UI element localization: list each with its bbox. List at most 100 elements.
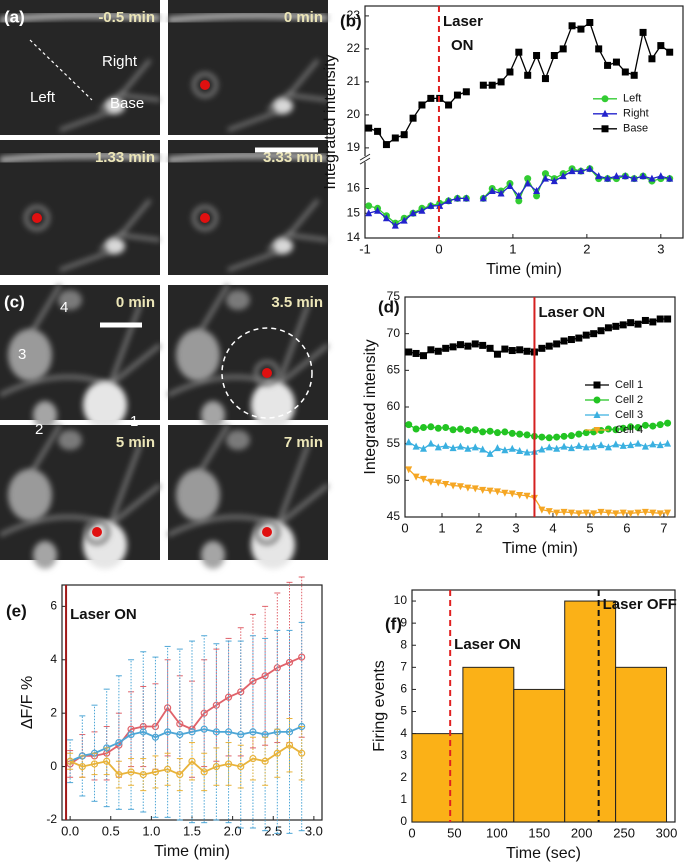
marker: [516, 492, 524, 499]
marker: [533, 51, 541, 59]
marker: [501, 446, 509, 454]
marker: [634, 439, 642, 447]
marker: [139, 728, 147, 736]
marker: [449, 444, 457, 452]
laser-spot: [262, 527, 272, 537]
soma: [83, 521, 127, 569]
marker: [471, 485, 479, 493]
marker: [365, 209, 373, 217]
marker: [523, 448, 531, 456]
error-bar: [103, 688, 110, 808]
marker: [464, 484, 472, 492]
y-tick-label: 4: [50, 652, 57, 666]
histogram-bar: [411, 733, 464, 823]
marker: [365, 124, 373, 132]
marker: [604, 174, 612, 182]
marker: [405, 348, 413, 356]
marker: [90, 760, 99, 768]
marker: [641, 316, 649, 324]
marker: [497, 189, 505, 197]
frame-time: 0 min: [284, 9, 323, 26]
x-tick-label: 6: [623, 520, 630, 535]
x-tick-label: 3: [512, 520, 519, 535]
marker: [449, 426, 457, 434]
marker: [567, 336, 575, 344]
marker: [445, 101, 453, 109]
marker: [515, 197, 523, 205]
marker: [612, 510, 620, 518]
marker: [449, 482, 457, 490]
marker: [456, 442, 464, 450]
marker: [641, 508, 649, 516]
marker: [666, 174, 674, 182]
marker: [516, 447, 524, 454]
y-tick-label: 3: [400, 748, 407, 762]
error-bar: [79, 755, 86, 778]
marker: [501, 489, 509, 497]
marker: [418, 101, 426, 109]
marker: [66, 757, 74, 765]
marker: [648, 55, 656, 63]
marker: [590, 330, 598, 338]
marker: [471, 426, 479, 434]
marker: [501, 345, 509, 353]
marker: [612, 440, 620, 448]
y-tick-label: 21: [347, 74, 361, 88]
panel-label: (f): [385, 614, 402, 633]
histogram-bar: [615, 666, 668, 823]
marker: [538, 445, 546, 453]
marker: [656, 315, 664, 323]
marker: [418, 206, 426, 214]
frame-time: 3.33 min: [263, 149, 323, 166]
error-bar: [67, 752, 74, 770]
marker: [545, 434, 553, 442]
marker: [538, 433, 546, 441]
marker: [508, 347, 516, 355]
marker: [273, 749, 281, 757]
marker: [597, 508, 605, 516]
marker: [479, 341, 487, 349]
marker: [419, 424, 427, 432]
marker: [541, 170, 549, 178]
marker: [639, 172, 647, 180]
marker: [224, 728, 233, 736]
soma: [176, 469, 220, 521]
marker: [127, 768, 135, 776]
image-frame: [0, 0, 160, 135]
soma: [273, 98, 293, 114]
soma: [33, 541, 57, 569]
marker: [164, 728, 172, 736]
marker: [488, 81, 496, 89]
marker: [657, 42, 665, 50]
annotation-label: Laser: [443, 13, 483, 30]
y-tick-label: 45: [387, 509, 401, 523]
marker: [456, 341, 464, 349]
marker: [619, 441, 627, 449]
y-tick-label: 5: [400, 704, 407, 718]
micrograph: -0.5 min: [0, 0, 161, 135]
legend-label: Cell 2: [615, 394, 643, 406]
marker: [541, 174, 549, 182]
marker: [523, 492, 531, 500]
marker: [374, 206, 382, 214]
x-axis-label: Time (sec): [506, 845, 581, 862]
annotation-label: Laser ON: [538, 304, 605, 321]
panel-label: (c): [4, 292, 25, 311]
soma: [58, 290, 82, 310]
legend-marker: [601, 109, 609, 117]
frame-time: 1.33 min: [95, 149, 155, 166]
marker: [391, 134, 399, 142]
legend-marker: [601, 95, 609, 103]
error-bar: [91, 752, 98, 776]
x-tick-label: 2.0: [224, 823, 242, 838]
error-bar: [152, 656, 159, 818]
marker: [586, 18, 594, 26]
marker: [648, 174, 656, 182]
y-tick-label: 70: [387, 326, 401, 340]
marker: [471, 340, 479, 348]
micrograph: 1.33 min: [0, 140, 161, 275]
marker: [488, 186, 496, 194]
soma: [83, 381, 127, 429]
laser-halo: [254, 360, 280, 386]
marker: [493, 350, 501, 358]
